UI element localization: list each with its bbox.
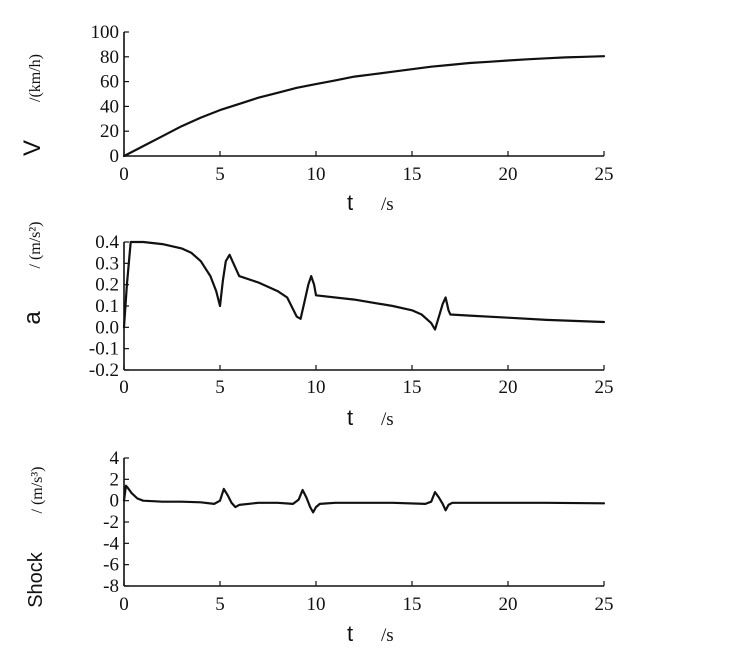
acceleration-y-axis-symbol: a <box>19 311 46 325</box>
acceleration-y-tick-label: -0.2 <box>89 360 119 381</box>
shock-series <box>122 484 606 514</box>
acceleration-x-tick-label: 25 <box>595 377 614 398</box>
shock-x-axis-symbol: t <box>347 621 353 646</box>
shock-y-axis-symbol: Shock <box>25 551 47 608</box>
shock-y-axis-label: Shock / (m/s³) <box>25 466 47 607</box>
velocity-series <box>122 55 606 158</box>
velocity-x-tick-label: 15 <box>403 164 422 185</box>
shock-series-line <box>122 484 606 514</box>
shock-y-tick-label: -2 <box>103 512 119 533</box>
acceleration-x-tick-label: 0 <box>119 377 129 398</box>
acceleration-y-axis-unit: / (m/s²) <box>27 221 44 268</box>
shock-y-tick-label: 4 <box>110 448 120 469</box>
velocity-x-tick-label: 20 <box>499 164 518 185</box>
shock-x-tick-label: 0 <box>119 594 129 615</box>
shock-y-axis-unit: / (m/s³) <box>29 466 46 513</box>
shock-y-tick-label: -6 <box>103 555 119 576</box>
velocity-y-tick-label: 0 <box>110 146 120 167</box>
acceleration-y-tick-label: 0.1 <box>95 296 119 317</box>
shock-x-tick-label: 15 <box>403 594 422 615</box>
velocity-ticks: 0 20 40 60 80 100 0 5 10 15 20 25 <box>91 22 614 185</box>
acceleration-y-tick-label: 0.0 <box>95 317 119 338</box>
acceleration-x-axis-symbol: t <box>347 405 353 430</box>
acceleration-x-tick-label: 15 <box>403 377 422 398</box>
shock-y-tick-label: 0 <box>110 491 120 512</box>
velocity-x-axis-unit: /s <box>381 194 394 215</box>
velocity-y-tick-label: 100 <box>91 22 120 43</box>
velocity-x-tick-label: 0 <box>119 164 129 185</box>
shock-x-tick-label: 5 <box>215 594 225 615</box>
shock-y-tick-label: -8 <box>103 576 119 597</box>
acceleration-x-tick-label: 20 <box>499 377 518 398</box>
velocity-x-axis-symbol: t <box>347 190 353 215</box>
shock-x-axis-label: t /s <box>347 621 394 646</box>
velocity-y-axis-label: V /(km/h) <box>19 54 46 156</box>
velocity-x-axis-label: t /s <box>347 190 394 215</box>
velocity-chart: 0 20 40 60 80 100 0 5 10 15 20 25 V /(km/h) t /s <box>19 22 614 215</box>
velocity-x-tick-label: 5 <box>215 164 225 185</box>
acceleration-y-axis-label: a / (m/s²) <box>19 221 46 324</box>
velocity-y-axis-symbol: V <box>19 140 46 156</box>
acceleration-y-tick-label: 0.3 <box>95 253 119 274</box>
acceleration-series <box>122 240 606 331</box>
velocity-series-line <box>122 55 606 158</box>
shock-x-tick-label: 25 <box>595 594 614 615</box>
shock-y-tick-label: -4 <box>103 533 119 554</box>
acceleration-y-tick-label: 0.4 <box>95 232 119 253</box>
velocity-x-tick-label: 25 <box>595 164 614 185</box>
shock-x-axis-unit: /s <box>381 625 394 646</box>
velocity-y-axis-unit: /(km/h) <box>27 54 44 102</box>
velocity-y-tick-label: 80 <box>100 47 119 68</box>
acceleration-series-line <box>122 240 606 331</box>
acceleration-x-tick-label: 5 <box>215 377 225 398</box>
acceleration-x-axis-unit: /s <box>381 409 394 430</box>
acceleration-x-axis-label: t /s <box>347 405 394 430</box>
velocity-y-tick-label: 60 <box>100 72 119 93</box>
acceleration-y-tick-label: -0.1 <box>89 339 119 360</box>
shock-x-tick-label: 10 <box>307 594 326 615</box>
velocity-x-tick-label: 10 <box>307 164 326 185</box>
velocity-y-tick-label: 40 <box>100 96 119 117</box>
acceleration-ticks: -0.2-0.10.00.10.20.30.4 0 5 10 15 20 25 <box>89 232 614 398</box>
velocity-y-tick-label: 20 <box>100 121 119 142</box>
acceleration-chart: -0.2-0.10.00.10.20.30.4 0 5 10 15 20 25 a / (m… <box>19 221 614 430</box>
acceleration-x-tick-label: 10 <box>307 377 326 398</box>
shock-y-tick-label: 2 <box>110 469 120 490</box>
acceleration-y-tick-label: 0.2 <box>95 275 119 296</box>
shock-x-tick-label: 20 <box>499 594 518 615</box>
